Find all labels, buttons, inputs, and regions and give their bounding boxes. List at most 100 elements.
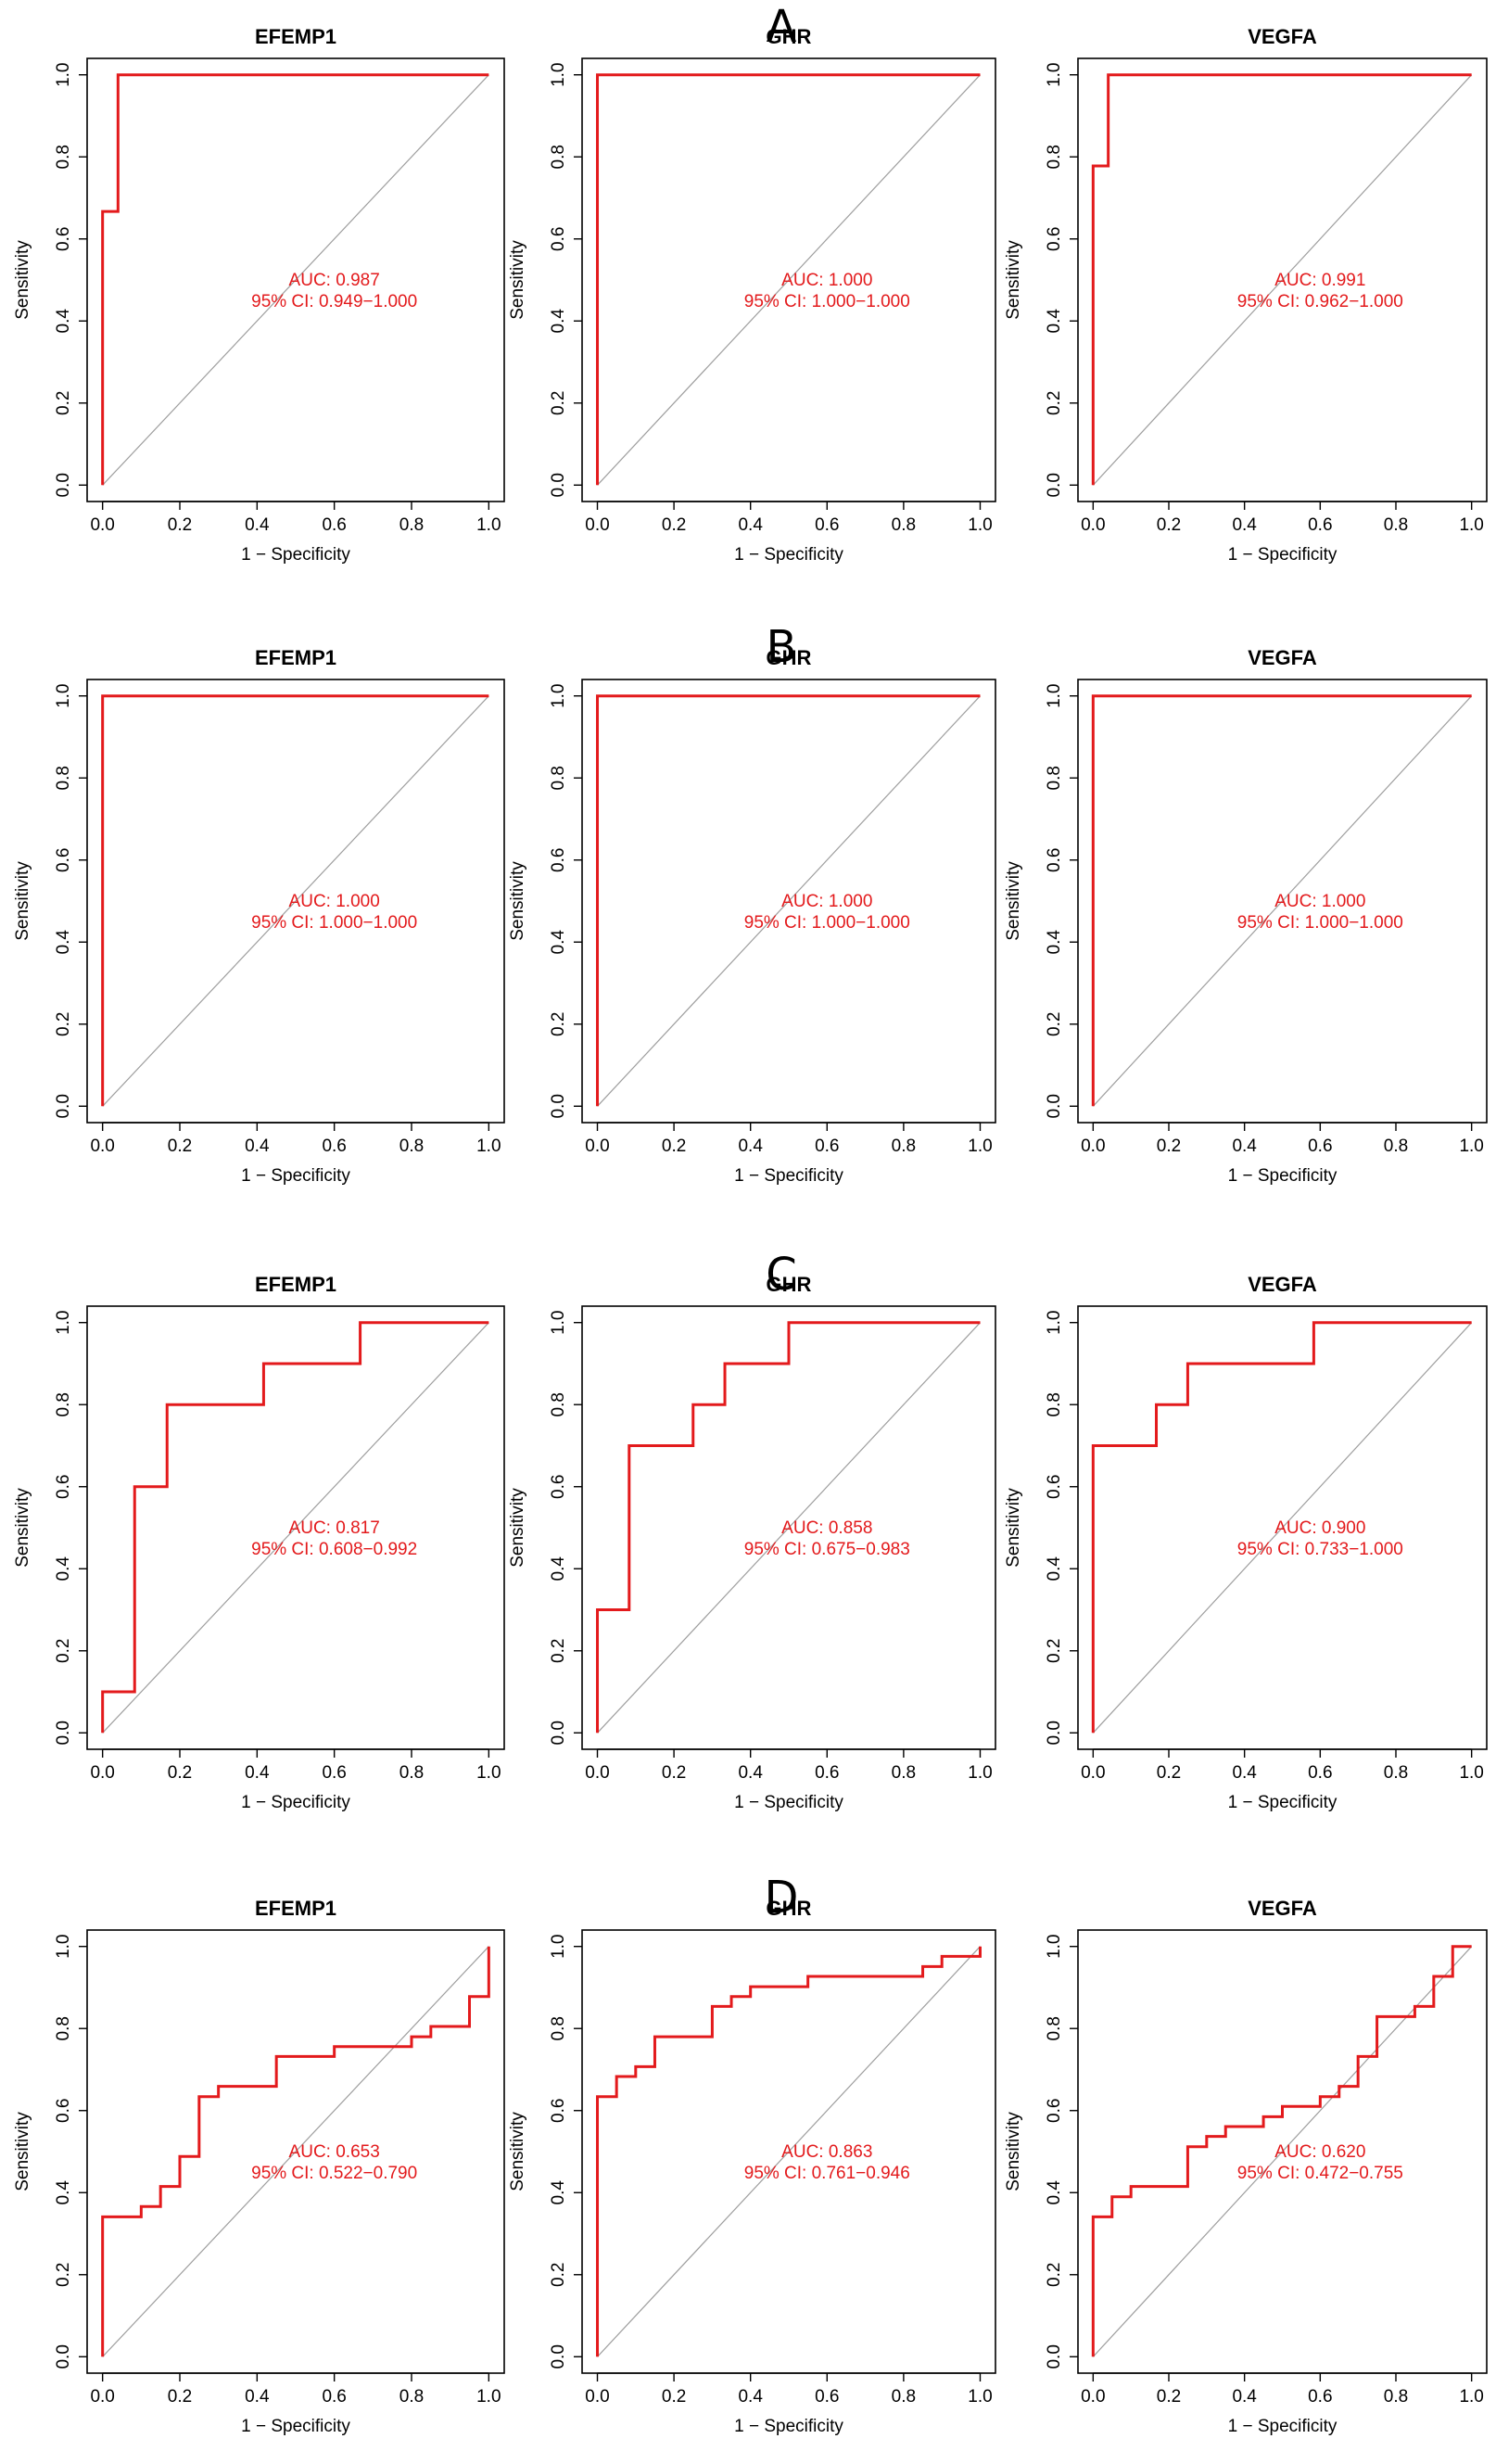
auc-label: AUC: 1.000 [781, 271, 872, 290]
y-tick-label: 0.6 [54, 848, 73, 872]
x-tick-label: 0.4 [245, 1763, 270, 1783]
x-tick-label: 1.0 [1459, 1137, 1483, 1156]
x-tick-label: 0.2 [168, 1137, 192, 1156]
ci-label: 95% CI: 1.000−1.000 [744, 913, 910, 933]
x-tick-label: 0.4 [1232, 515, 1257, 535]
y-axis-label: Sensitivity [13, 2112, 32, 2191]
chart-title: EFEMP1 [255, 1897, 336, 1920]
chart-title: VEGFA [1248, 646, 1317, 669]
x-tick-label: 0.0 [585, 515, 609, 535]
auc-label: AUC: 1.000 [1274, 892, 1365, 911]
y-tick-label: 0.6 [1045, 1475, 1064, 1499]
y-tick-label: 0.4 [1045, 2180, 1064, 2205]
auc-label: AUC: 0.620 [1274, 2142, 1365, 2162]
roc-curve [596, 1946, 982, 2357]
x-tick-label: 0.2 [662, 1763, 686, 1783]
roc-chart-a-vegfa: VEGFA 0.0 0.2 0.4 0.6 0.8 1.0 0.0 0.2 0.4 0.6 0.8 1.… [1004, 25, 1488, 565]
y-tick-label: 1.0 [54, 1934, 73, 1958]
roc-chart-a-ghr: GHR 0.0 0.2 0.4 0.6 0.8 1.0 0.0 0.2 0.4 0.6 0.8 1.0 1… [508, 25, 996, 565]
x-tick-label: 0.2 [662, 1137, 686, 1156]
roc-curve [596, 73, 981, 486]
x-tick-label: 1.0 [968, 1763, 992, 1783]
roc-curve [1091, 1945, 1472, 2357]
x-tick-label: 0.4 [738, 1763, 763, 1783]
roc-chart-d-ghr: GHR 0.0 0.2 0.4 0.6 0.8 1.0 0.0 0.2 0.4 0.6 0.8 1.0 1… [508, 1897, 996, 2436]
reference-diagonal [102, 1322, 489, 1734]
reference-diagonal [1092, 74, 1473, 486]
y-tick-label: 0.6 [549, 1475, 568, 1499]
y-tick-label: 1.0 [1045, 1934, 1064, 1958]
ci-label: 95% CI: 0.608−0.992 [251, 1540, 417, 1559]
auc-label: AUC: 0.863 [781, 2142, 872, 2162]
x-axis-label: 1 − Specificity [241, 1166, 350, 1186]
y-tick-label: 0.6 [54, 227, 73, 251]
chart-title: EFEMP1 [255, 1273, 336, 1296]
y-tick-label: 1.0 [54, 1310, 73, 1334]
ci-label: 95% CI: 0.949−1.000 [251, 292, 417, 311]
x-tick-label: 1.0 [476, 1137, 501, 1156]
reference-diagonal [102, 1946, 489, 2357]
x-tick-label: 1.0 [1459, 1763, 1483, 1783]
y-tick-label: 0.4 [54, 309, 73, 334]
x-tick-label: 0.2 [1157, 1137, 1181, 1156]
x-tick-label: 0.0 [585, 1137, 609, 1156]
y-tick-label: 0.6 [54, 1475, 73, 1499]
x-tick-label: 0.8 [892, 515, 916, 535]
x-tick-label: 0.2 [168, 1763, 192, 1783]
x-axis-label: 1 − Specificity [241, 1793, 350, 1812]
x-axis-label: 1 − Specificity [1228, 545, 1338, 565]
x-tick-label: 0.0 [1081, 1137, 1105, 1156]
y-tick-label: 0.4 [549, 2180, 568, 2205]
chart-title: GHR [767, 1897, 812, 1920]
y-tick-label: 1.0 [54, 62, 73, 86]
x-axis-label: 1 − Specificity [241, 2417, 350, 2436]
ci-label: 95% CI: 0.733−1.000 [1237, 1540, 1403, 1559]
roc-chart-c-ghr: GHR 0.0 0.2 0.4 0.6 0.8 1.0 0.0 0.2 0.4 0.6 0.8 1.0 1… [508, 1273, 996, 1812]
y-tick-label: 1.0 [549, 683, 568, 707]
x-tick-label: 0.4 [1232, 1763, 1257, 1783]
x-tick-label: 0.0 [1081, 1763, 1105, 1783]
x-tick-label: 0.4 [1232, 2387, 1257, 2407]
auc-label: AUC: 0.817 [289, 1518, 380, 1538]
ci-label: 95% CI: 0.522−0.790 [251, 2164, 417, 2183]
y-tick-label: 0.4 [1045, 309, 1064, 334]
roc-curve [596, 694, 981, 1107]
x-tick-label: 0.8 [1384, 1763, 1408, 1783]
x-axis-label: 1 − Specificity [734, 1166, 843, 1186]
chart-title: GHR [767, 1273, 812, 1296]
x-tick-label: 0.8 [399, 2387, 424, 2407]
y-axis-label: Sensitivity [508, 1488, 527, 1568]
x-tick-label: 1.0 [968, 2387, 992, 2407]
y-tick-label: 0.8 [54, 766, 73, 790]
panel-letter-d: D [765, 1872, 799, 1924]
x-axis-label: 1 − Specificity [1228, 2417, 1338, 2436]
roc-chart-a-efemp1: EFEMP1 0.0 0.2 0.4 0.6 0.8 1.0 0.0 0.2 0.4 0.6 0.8 1… [13, 25, 505, 565]
roc-chart-c-efemp1: EFEMP1 0.0 0.2 0.4 0.6 0.8 1.0 0.0 0.2 0.4 0.6 0.8 1… [13, 1273, 505, 1812]
x-tick-label: 1.0 [476, 515, 501, 535]
y-tick-label: 1.0 [1045, 62, 1064, 86]
x-tick-label: 0.0 [90, 2387, 114, 2407]
reference-diagonal [597, 74, 981, 486]
roc-curve [1091, 73, 1472, 486]
auc-label: AUC: 1.000 [289, 892, 380, 911]
x-tick-label: 0.4 [245, 2387, 270, 2407]
ci-label: 95% CI: 0.962−1.000 [1237, 292, 1403, 311]
roc-chart-d-vegfa: VEGFA 0.0 0.2 0.4 0.6 0.8 1.0 0.0 0.2 0.4 0.6 0.8 1.… [1004, 1897, 1488, 2436]
y-axis-label: Sensitivity [1004, 240, 1023, 320]
ci-label: 95% CI: 1.000−1.000 [251, 913, 417, 933]
y-tick-label: 0.4 [549, 1556, 568, 1581]
y-tick-label: 0.6 [549, 2099, 568, 2123]
reference-diagonal [102, 74, 489, 486]
x-tick-label: 0.4 [245, 1137, 270, 1156]
y-tick-label: 0.0 [54, 2344, 73, 2369]
x-tick-label: 0.8 [399, 1137, 424, 1156]
x-tick-label: 0.8 [399, 515, 424, 535]
x-tick-label: 0.2 [168, 2387, 192, 2407]
roc-chart-b-efemp1: EFEMP1 0.0 0.2 0.4 0.6 0.8 1.0 0.0 0.2 0.4 0.6 0.8 1… [13, 646, 505, 1186]
x-tick-label: 0.0 [585, 1763, 609, 1783]
roc-curve [596, 1321, 981, 1734]
y-tick-label: 0.0 [1045, 1721, 1064, 1745]
y-tick-label: 0.6 [549, 848, 568, 872]
auc-label: AUC: 0.900 [1274, 1518, 1365, 1538]
